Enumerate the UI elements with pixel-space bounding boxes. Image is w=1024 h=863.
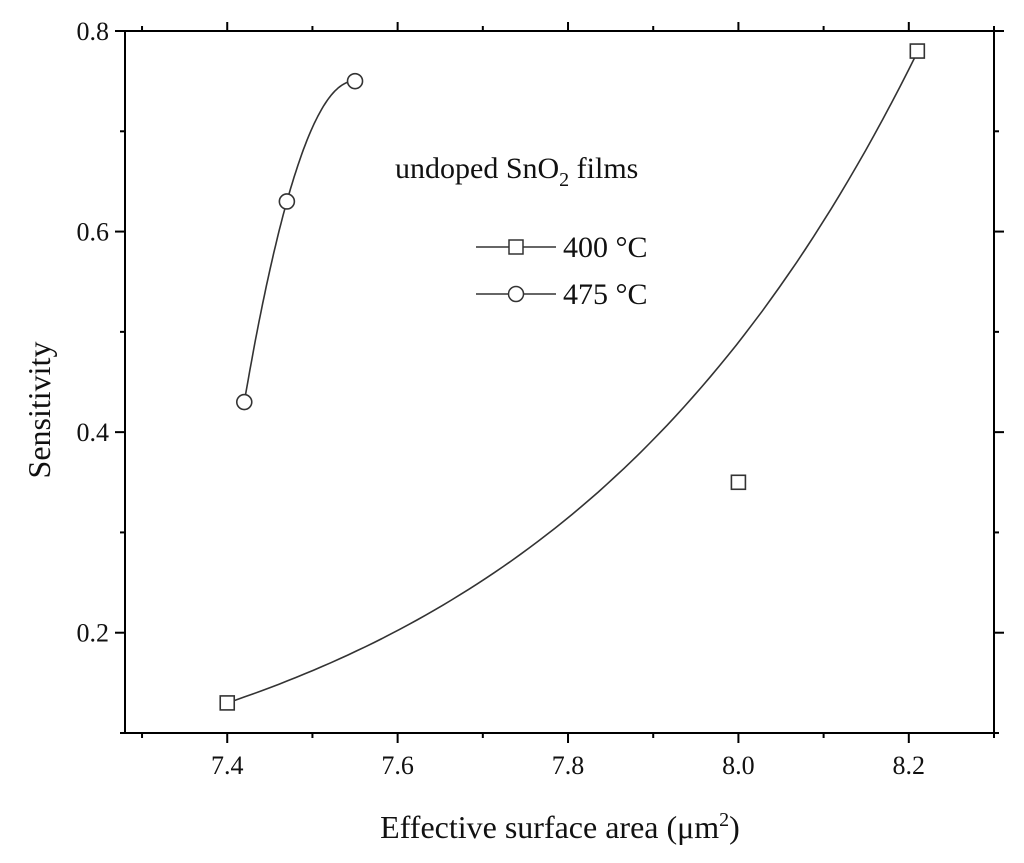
y-tick-label: 0.4 bbox=[77, 418, 110, 447]
data-markers bbox=[219, 43, 926, 711]
plot-frame bbox=[124, 30, 995, 734]
y-tick-label: 0.2 bbox=[77, 619, 110, 648]
y-tick-label: 0.6 bbox=[77, 218, 110, 247]
fit-curves bbox=[226, 52, 919, 704]
data-point-400 bbox=[909, 43, 926, 59]
x-tick-label: 7.6 bbox=[381, 751, 414, 780]
x-axis-title-sup: 2 bbox=[719, 809, 729, 831]
fit-curve-475 bbox=[243, 80, 355, 403]
x-axis-ticks: 7.4 7.6 7.8 8.0 8.2 bbox=[141, 22, 995, 780]
legend-circle-marker bbox=[507, 285, 525, 303]
x-axis-title: Effective surface area (μm2) bbox=[380, 809, 740, 845]
fit-curve-400 bbox=[226, 52, 919, 704]
plot-background bbox=[125, 31, 994, 733]
annotation-text: undoped SnO2 films bbox=[395, 152, 638, 191]
data-point-475 bbox=[235, 393, 253, 411]
x-tick-label: 8.0 bbox=[722, 751, 755, 780]
legend-entry-400: 400 °C bbox=[476, 231, 648, 264]
legend: 400 °C 475 °C bbox=[476, 231, 648, 311]
annotation-sub: 2 bbox=[559, 169, 569, 191]
y-tick-label: 0.8 bbox=[77, 17, 110, 46]
legend-label-475: 475 °C bbox=[563, 278, 648, 311]
data-point-475 bbox=[346, 72, 364, 90]
x-tick-label: 7.8 bbox=[552, 751, 585, 780]
y-axis-ticks: 0.2 0.4 0.6 0.8 bbox=[77, 17, 1004, 734]
legend-entry-475: 475 °C bbox=[476, 278, 648, 311]
data-point-400 bbox=[730, 474, 747, 491]
data-point-475 bbox=[278, 193, 296, 210]
y-axis-title: Sensitivity bbox=[21, 342, 57, 479]
data-point-400 bbox=[219, 695, 236, 711]
x-tick-label: 7.4 bbox=[211, 751, 244, 780]
legend-square-marker bbox=[508, 239, 524, 255]
legend-label-400: 400 °C bbox=[563, 231, 648, 264]
x-tick-label: 8.2 bbox=[893, 751, 926, 780]
